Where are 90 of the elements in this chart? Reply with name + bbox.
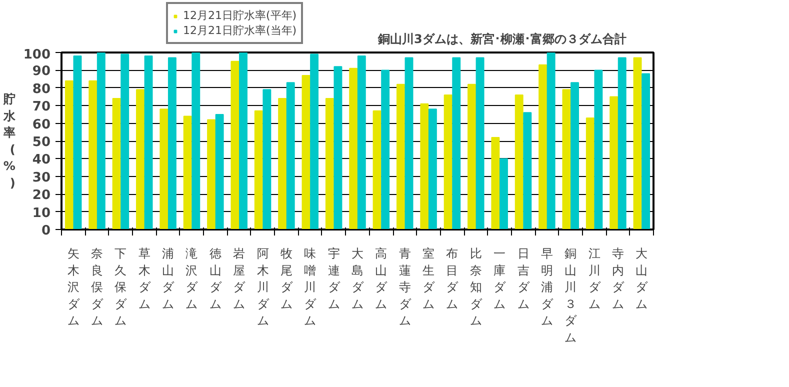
bar <box>452 57 461 230</box>
bar <box>594 70 603 230</box>
bar <box>230 60 240 230</box>
bar <box>570 82 579 230</box>
x-tick-label: 布目ダム <box>446 246 460 311</box>
x-tick-label: 浦山ダム <box>162 246 176 311</box>
bar <box>302 75 310 230</box>
bar <box>499 158 508 230</box>
bar <box>168 57 176 230</box>
y-tick-label: 70 <box>32 100 51 115</box>
x-tick-label: 一庫ダム <box>494 246 507 311</box>
x-tick-label: 室生ダム <box>422 246 436 311</box>
x-tick-label: 岩屋ダム <box>233 246 246 311</box>
bar <box>633 57 642 230</box>
bar <box>523 112 532 230</box>
bar <box>468 84 476 230</box>
bar <box>160 108 168 230</box>
bar <box>514 94 524 230</box>
x-tick-label: 下久保ダム <box>114 246 128 328</box>
bar <box>310 54 319 230</box>
y-tick-label: 30 <box>32 170 51 186</box>
bar <box>120 54 130 230</box>
x-tick-label: 宇連ダム <box>328 246 341 311</box>
x-tick-label: 早明浦ダム <box>540 246 554 328</box>
bar <box>192 52 200 230</box>
legend-label: 12月21日貯水率(平年) <box>183 8 297 23</box>
x-tick-label: 寺内ダム <box>612 246 625 311</box>
bar <box>546 52 556 230</box>
bar <box>562 89 571 230</box>
bar <box>286 82 295 230</box>
x-tick-label: 徳山ダム <box>209 246 222 311</box>
bar <box>396 84 405 230</box>
bar <box>96 52 106 230</box>
bar <box>586 117 594 230</box>
x-tick-label: 矢木沢ダム <box>67 246 80 328</box>
bar <box>618 57 626 230</box>
y-tick-label: 100 <box>23 48 51 62</box>
bar <box>215 114 224 230</box>
bar <box>144 56 153 230</box>
x-tick-label: 阿木川ダム <box>256 246 270 328</box>
x-tick-label: 銅山川３ダム <box>564 246 578 344</box>
y-axis-title: 貯水率(%) <box>2 92 16 190</box>
x-tick-label: 大山ダム <box>636 246 649 311</box>
bar <box>476 57 484 230</box>
bar <box>73 56 82 230</box>
y-tick-label: 90 <box>32 64 51 80</box>
x-tick-label: 比奈知ダム <box>470 246 483 328</box>
x-tick-label: 牧尾ダム <box>280 246 294 311</box>
bar <box>610 96 618 230</box>
bar <box>372 110 382 230</box>
bar <box>239 52 248 230</box>
bar <box>325 98 334 230</box>
bar <box>491 136 500 230</box>
x-tick-label: 青蓮寺ダム <box>398 246 412 328</box>
bar <box>262 89 272 230</box>
bar <box>64 80 74 230</box>
bar <box>428 108 437 230</box>
y-tick-label: 40 <box>32 152 51 168</box>
bar <box>404 57 414 230</box>
y-tick-label: 20 <box>32 188 51 204</box>
bar <box>349 68 358 230</box>
bar <box>136 89 144 230</box>
bar <box>183 116 192 230</box>
y-tick-label: 0 <box>41 224 50 238</box>
x-tick-label: 滝沢ダム <box>186 246 199 311</box>
y-tick-label: 80 <box>32 82 51 97</box>
x-tick-label: 大島ダム <box>352 246 364 311</box>
bar <box>254 110 263 230</box>
bar <box>334 66 342 230</box>
bar <box>444 94 452 230</box>
bar <box>357 56 366 230</box>
x-tick-label: 高山ダム <box>375 246 388 311</box>
x-tick-label: 草木ダム <box>138 246 152 311</box>
x-tick-label: 奈良俣ダム <box>91 246 104 328</box>
y-tick-label: 60 <box>32 117 51 132</box>
legend-label: 12月21日貯水率(当年) <box>183 23 297 38</box>
bar <box>538 64 548 230</box>
x-tick-label: 江川ダム <box>588 246 602 311</box>
bar <box>420 103 429 230</box>
x-tick-label: 味噌川ダム <box>304 246 318 328</box>
bar <box>112 98 121 230</box>
y-tick-label: 50 <box>32 135 51 150</box>
y-tick-label: 10 <box>32 206 51 221</box>
bar <box>278 98 287 230</box>
x-tick-label: 日吉ダム <box>517 246 530 311</box>
text: 銅山川3ダムは、新宮･柳瀬･富郷の３ダム合計 <box>377 32 626 46</box>
bar <box>207 119 216 230</box>
bar <box>642 73 650 230</box>
bar <box>88 80 98 230</box>
bar <box>381 70 390 230</box>
